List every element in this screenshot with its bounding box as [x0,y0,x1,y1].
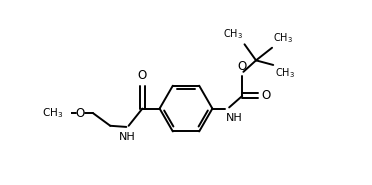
Text: CH$_3$: CH$_3$ [273,32,293,46]
Text: O: O [76,107,85,120]
Text: O: O [238,60,247,73]
Text: CH$_3$: CH$_3$ [275,66,295,80]
Text: NH: NH [119,132,136,142]
Text: O: O [262,89,271,102]
Text: CH$_3$: CH$_3$ [42,106,64,120]
Text: CH$_3$: CH$_3$ [223,27,243,41]
Text: O: O [138,69,147,82]
Text: NH: NH [226,113,243,123]
